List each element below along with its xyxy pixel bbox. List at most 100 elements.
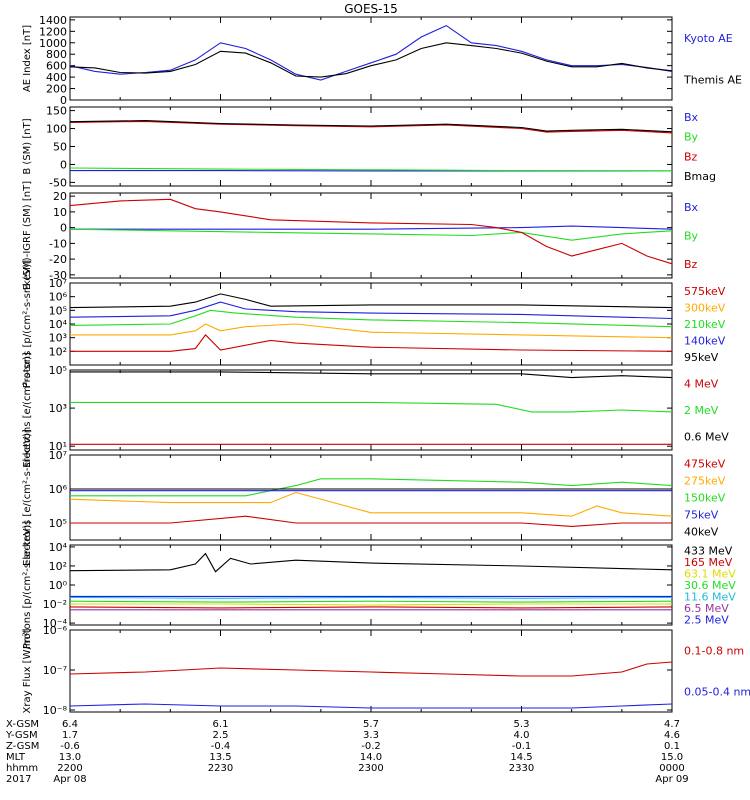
y-tick-label: 1200 (39, 25, 67, 38)
orbit-cell: 4.0 (514, 730, 530, 741)
orbit-cell: 6.1 (213, 719, 229, 730)
legend-entry: 11.6 MeV (684, 590, 736, 603)
legend-entry: 150keV (684, 492, 726, 505)
legend-entry: 95keV (684, 351, 719, 364)
y-tick-label: 0 (60, 94, 67, 107)
legend-entry: 63.1 MeV (684, 568, 736, 581)
y-tick-label: 10² (49, 345, 67, 358)
y-tick-label: 10⁶ (49, 291, 68, 304)
orbit-cell: 14.5 (510, 752, 532, 763)
panel-frame (69, 454, 673, 541)
y-tick-label: -50 (49, 176, 67, 189)
orbit-cell: 0000 (659, 763, 684, 774)
legend-entry: 165 MeV (684, 556, 733, 569)
legend-entry: 300keV (684, 302, 726, 315)
y-tick-label: 10⁻⁷ (43, 664, 67, 677)
y-axis-label: Xray Flux [W/m²] (22, 628, 33, 713)
legend-entry: 30.6 MeV (684, 579, 736, 592)
y-axis-label: Electrons [e/(cm²-s-sr-keV)] (22, 429, 33, 566)
legend-entry: 75keV (684, 509, 719, 522)
legend-entry: Bz (684, 258, 698, 271)
orbit-cell: 1.7 (62, 730, 78, 741)
y-tick-label: 10⁴ (49, 541, 68, 554)
orbit-cell: -0.4 (211, 741, 231, 752)
legend-entry: Bz (684, 150, 698, 163)
series-line-0-1-0-8-nm (69, 661, 673, 677)
series-line-95kev (69, 293, 673, 309)
legend-entry: 0.1-0.8 nm (684, 645, 744, 658)
legend-entry: 40keV (684, 526, 719, 539)
series-line-by (69, 228, 673, 241)
panel-8: 10⁻⁶ 10⁻⁷ 10⁻⁸ Xray Flux [W/m²] 0.1-0.8 nm 0.… (22, 624, 750, 717)
orbit-cell: 6.4 (62, 719, 78, 730)
series-line-275kev (69, 491, 673, 517)
y-tick-label: 10 (53, 206, 67, 219)
legend-entry: Bx (684, 201, 699, 214)
legend-entry: 433 MeV (684, 545, 733, 558)
y-tick-label: 10⁻⁴ (43, 617, 68, 630)
series-line-themis-ae (69, 42, 673, 78)
panel-frame (69, 106, 673, 187)
series-line-11-6-mev (69, 596, 673, 599)
orbit-cell: -0.6 (60, 741, 80, 752)
y-tick-label: 10⁴ (49, 318, 68, 331)
series-line-bmag (69, 120, 673, 133)
y-tick-label: 10² (49, 560, 67, 573)
y-tick-label: 10⁻⁸ (43, 704, 68, 717)
orbit-row-label: Z-GSM (6, 741, 39, 752)
panel-5: 10⁵ 10³ 10¹ Electrons [e/(cm²-s-sr)] 4 MeV 2 … (22, 352, 729, 468)
y-tick-label: 10⁻⁶ (43, 624, 68, 637)
legend-entry: 6.5 MeV (684, 602, 729, 615)
y-tick-label: 10¹ (49, 440, 67, 453)
legend-entry: Themis AE (683, 73, 742, 86)
y-tick-label: 10⁻² (43, 598, 67, 611)
legend-entry: Bx (684, 111, 699, 124)
orbit-cell: 2230 (208, 763, 233, 774)
y-tick-label: 100 (46, 123, 67, 136)
legend-entry: 2 MeV (684, 404, 719, 417)
y-tick-label: 150 (46, 105, 67, 118)
y-tick-label: 1000 (39, 37, 67, 50)
series-line-475kev (70, 515, 672, 527)
panel-frame (69, 192, 673, 279)
series-line-210kev (69, 309, 673, 328)
y-tick-label: 10⁵ (49, 364, 67, 377)
y-tick-label: 0 (60, 158, 67, 171)
y-tick-label: 10⁷ (49, 449, 67, 462)
panel-6: 10⁷ 10⁶ 10⁵ Electrons [e/(cm²-s-sr-keV)] 475… (22, 429, 726, 566)
orbit-cell: Apr 08 (53, 774, 86, 785)
y-tick-label: 1400 (39, 14, 67, 27)
legend-entry: 4 MeV (684, 377, 719, 390)
panel-frame (69, 16, 673, 101)
series-line-63-1-mev (70, 603, 672, 606)
series-line-bz (69, 120, 673, 134)
y-tick-label: 10⁷ (49, 277, 67, 290)
series-line-140kev (69, 301, 673, 320)
orbit-cell: 13.5 (209, 752, 231, 763)
y-axis-label: Protons [p/(cm²-s-sr-keV)] (22, 260, 33, 388)
orbit-cell: 5.3 (514, 719, 530, 730)
orbit-cell: 2200 (57, 763, 82, 774)
y-axis-label: AE Index [nT] (22, 25, 33, 92)
orbit-cell: 5.7 (363, 719, 379, 730)
legend-entry: 0.05-0.4 nm (684, 686, 750, 699)
y-tick-label: -10 (49, 237, 67, 250)
y-tick-label: 0 (60, 222, 67, 235)
series-line-575kev (70, 334, 673, 352)
orbit-cell: Apr 09 (655, 774, 688, 785)
series-line-300kev (70, 323, 673, 339)
orbit-row-label: hhmm (6, 763, 38, 774)
legend-entry: 2.5 MeV (684, 613, 729, 626)
y-tick-label: 800 (46, 48, 67, 61)
panel-3: 20 10 0 -10 -20 -30 B (SM)-IGRF (SM) [nT] Bx By B… (22, 181, 699, 290)
legend-entry: 475keV (684, 458, 726, 471)
legend-entry: 275keV (684, 475, 726, 488)
orbit-row-label: MLT (6, 752, 26, 763)
y-axis-label: Protons [p/(cm²-s-sr-keV)] (22, 521, 33, 649)
series-line-2-mev (70, 401, 673, 413)
orbit-cell: 2330 (509, 763, 534, 774)
legend-entry: By (684, 230, 699, 243)
orbit-cell: -0.2 (361, 741, 381, 752)
